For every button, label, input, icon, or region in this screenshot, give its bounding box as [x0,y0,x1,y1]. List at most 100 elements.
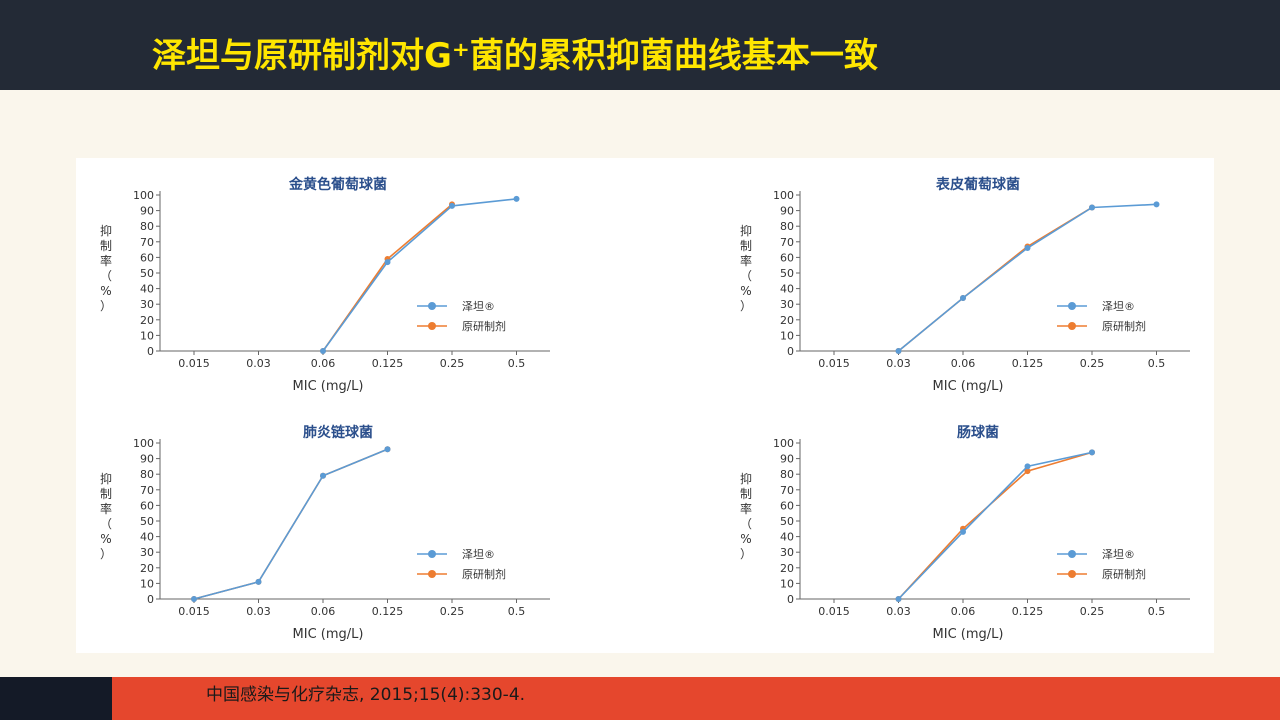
x-tick-label: 0.06 [951,357,976,370]
y-tick-label: 10 [780,329,794,342]
data-point [1024,468,1031,475]
y-tick-label: 60 [140,499,154,512]
data-point [255,578,262,585]
y-tick-label: 10 [140,577,154,590]
data-point [895,596,902,602]
chart-staphylococcus-epidermidis: 表皮葡萄球菌 0 10 20 30 40 50 60 70 80 90 100 0.015 0.03 0.0… [740,176,1190,394]
legend-label: 原研制剂 [1102,319,1146,333]
chart-title: 金黄色葡萄球菌 [288,176,387,193]
y-tick-label: 50 [140,267,154,280]
y-tick-label: 30 [780,298,794,311]
x-tick-label: 0.06 [311,605,336,618]
y-tick-label: 30 [780,546,794,559]
data-point [449,202,455,209]
y-axis-label: 抑制率（%） [740,471,752,561]
legend-marker [1068,570,1076,578]
x-tick-label: 0.06 [951,605,976,618]
y-tick-label: 70 [140,484,154,497]
y-tick-label: 90 [140,205,154,218]
y-tick-label: 0 [787,593,794,606]
x-tick-label: 0.125 [1012,357,1044,370]
data-point [513,195,520,202]
data-point [960,528,966,535]
title-bar [0,0,1280,90]
y-tick-label: 30 [140,298,154,311]
x-axis-label: MIC (mg/L) [933,627,1004,642]
y-tick-label: 100 [773,189,794,202]
footer-bar [112,677,1280,720]
y-tick-label: 90 [140,453,154,466]
y-tick-label: 100 [133,437,154,450]
y-tick-label: 80 [140,220,154,233]
y-tick-label: 50 [780,515,794,528]
legend-marker [428,322,436,330]
x-tick-label: 0.015 [818,357,850,370]
data-point [320,348,326,354]
data-point [1089,204,1095,211]
citation: 中国感染与化疗杂志, 2015;15(4):330-4. [206,685,526,705]
y-tick-label: 40 [780,283,794,296]
series-line [897,451,1093,600]
y-tick-label: 90 [780,453,794,466]
y-tick-label: 20 [140,562,154,575]
legend-label: 泽坦® [1102,299,1135,313]
chart-title: 肠球菌 [957,424,999,441]
chart-streptococcus-pneumoniae: 肺炎链球菌 0 10 20 30 40 50 60 70 80 90 100 0.015 0.03 0.06… [100,424,550,642]
x-tick-label: 0.125 [372,357,404,370]
data-point [384,446,391,453]
x-tick-label: 0.5 [508,605,526,618]
chart-staphylococcus-aureus: 金黄色葡萄球菌 0 10 20 30 40 50 60 70 80 90 100 0.015 0.03 0.… [100,176,550,394]
y-tick-label: 60 [780,251,794,264]
y-axis-label: 抑制率（%） [740,223,752,313]
series-line [322,198,517,352]
slide-title: 泽坦与原研制剂对G⁺菌的累积抑菌曲线基本一致 [152,36,878,76]
x-axis-label: MIC (mg/L) [293,379,364,394]
y-tick-label: 40 [140,531,154,544]
x-tick-label: 0.125 [372,605,404,618]
data-point [1024,245,1031,252]
legend-label: 泽坦® [462,547,495,561]
y-tick-label: 0 [147,593,154,606]
legend-label: 泽坦® [1102,547,1135,561]
data-point [320,472,326,479]
y-tick-label: 70 [780,236,794,249]
x-tick-label: 0.03 [886,605,911,618]
x-tick-label: 0.03 [886,357,911,370]
legend-marker [428,550,436,558]
legend-label: 原研制剂 [1102,567,1146,581]
legend-marker [1068,302,1076,310]
data-point [1089,449,1095,456]
x-tick-label: 0.125 [1012,605,1044,618]
y-axis-label: 抑制率（%） [100,471,112,561]
footer-dark-block [0,677,112,720]
y-tick-label: 80 [780,468,794,481]
y-tick-label: 20 [140,314,154,327]
y-tick-label: 80 [780,220,794,233]
x-tick-label: 0.25 [440,605,465,618]
x-tick-label: 0.015 [178,357,210,370]
chart-title: 肺炎链球菌 [303,424,373,441]
y-tick-label: 0 [147,345,154,358]
series-line [897,451,1093,600]
y-tick-label: 0 [787,345,794,358]
x-tick-label: 0.03 [246,357,271,370]
legend-marker [1068,550,1076,558]
legend-marker [1068,322,1076,330]
x-tick-label: 0.5 [1148,357,1166,370]
legend-label: 原研制剂 [462,567,506,581]
y-tick-label: 70 [780,484,794,497]
y-tick-label: 60 [780,499,794,512]
x-tick-label: 0.5 [508,357,526,370]
chart-enterococcus: 肠球菌 0 10 20 30 40 50 60 70 80 90 100 0.015 0.03 0.06 0.… [740,424,1190,642]
y-tick-label: 50 [140,515,154,528]
y-tick-label: 60 [140,251,154,264]
x-axis-label: MIC (mg/L) [293,627,364,642]
chart-title: 表皮葡萄球菌 [935,176,1020,193]
data-point [384,259,391,266]
data-point [1153,201,1160,208]
legend-marker [428,302,436,310]
y-tick-label: 90 [780,205,794,218]
x-tick-label: 0.015 [818,605,850,618]
data-point [191,596,197,602]
data-point [1024,463,1031,470]
